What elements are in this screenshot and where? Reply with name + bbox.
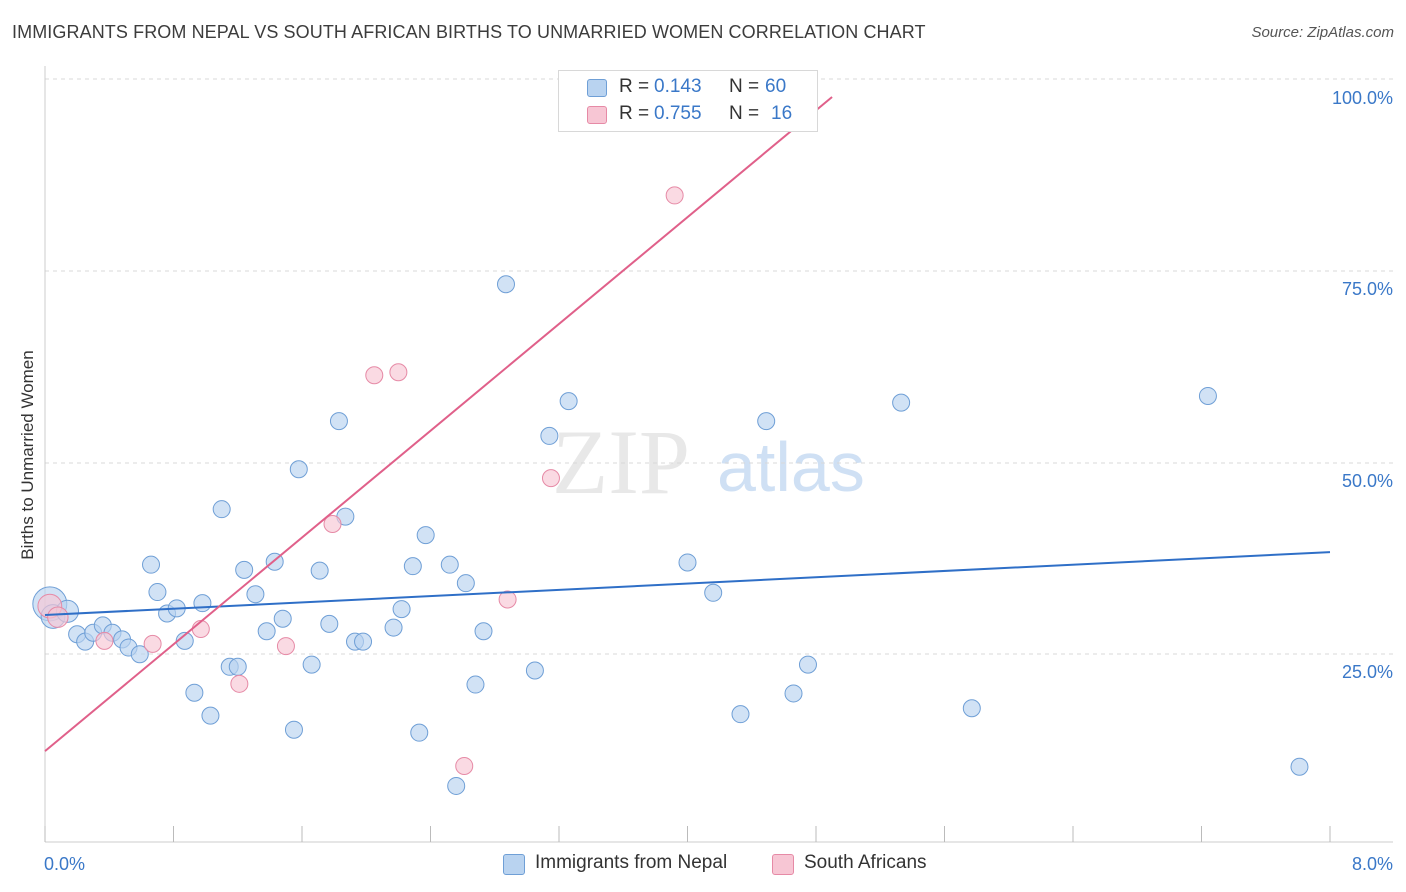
axes — [44, 66, 1393, 843]
point-nepal — [416, 526, 435, 545]
point-south-african — [230, 674, 249, 693]
point-nepal — [273, 609, 292, 628]
trend-line-south-africans — [44, 96, 833, 752]
legend-r-value: 0.143 — [654, 76, 702, 97]
legend-r-value: 0.755 — [654, 103, 702, 124]
legend-label-south-africans: South Africans — [804, 852, 927, 873]
point-south-african — [665, 186, 684, 205]
point-nepal — [892, 393, 911, 412]
point-nepal — [704, 583, 723, 602]
point-nepal — [284, 720, 303, 739]
point-nepal — [559, 392, 578, 411]
point-south-african — [498, 590, 517, 609]
point-nepal — [440, 555, 459, 574]
legend-swatch-pink — [587, 106, 607, 124]
series-nepal — [32, 275, 1309, 795]
point-nepal — [320, 614, 339, 633]
point-nepal — [525, 661, 544, 680]
chart-title: IMMIGRANTS FROM NEPAL VS SOUTH AFRICAN B… — [12, 22, 926, 42]
legend-n-value: 16 — [771, 103, 793, 124]
point-nepal — [257, 622, 276, 641]
point-nepal — [798, 655, 817, 674]
point-nepal — [193, 594, 212, 613]
legend-swatch-blue — [587, 79, 607, 97]
legend-swatch-pink — [772, 854, 794, 875]
point-south-african — [143, 634, 162, 653]
legend-n-value: 60 — [765, 76, 787, 97]
x-tick-label: 0.0% — [44, 854, 85, 874]
point-south-african — [276, 637, 295, 656]
point-nepal — [185, 683, 204, 702]
watermark-zip: ZIP — [552, 411, 690, 513]
point-nepal — [142, 555, 161, 574]
point-nepal — [289, 460, 308, 479]
legend-n-label: N = — [729, 103, 760, 124]
x-tick-label: 8.0% — [1352, 854, 1393, 874]
point-nepal — [302, 655, 321, 674]
watermark-atlas: atlas — [717, 428, 865, 506]
point-nepal — [731, 705, 750, 724]
point-nepal — [201, 706, 220, 725]
point-nepal — [392, 600, 411, 619]
point-south-african — [323, 514, 342, 533]
point-south-african — [47, 606, 69, 628]
point-nepal — [474, 622, 493, 641]
point-nepal — [329, 412, 348, 431]
y-tick-label: 25.0% — [1342, 662, 1393, 682]
point-south-african — [541, 469, 560, 488]
point-south-african — [365, 366, 384, 385]
point-nepal — [310, 561, 329, 580]
point-nepal — [757, 412, 776, 431]
point-nepal — [212, 500, 231, 519]
point-nepal — [447, 776, 466, 795]
y-tick-label: 50.0% — [1342, 471, 1393, 491]
point-south-african — [191, 620, 210, 639]
point-nepal — [354, 632, 373, 651]
point-south-african — [95, 631, 114, 650]
point-nepal — [456, 574, 475, 593]
legend-n-label: N = — [729, 76, 760, 97]
point-south-african — [455, 756, 474, 775]
point-nepal — [235, 560, 254, 579]
y-axis-label: Births to Unmarried Women — [18, 350, 37, 560]
source-label: Source: ZipAtlas.com — [1251, 24, 1394, 41]
legend-r-label: R = — [619, 76, 650, 97]
point-nepal — [403, 557, 422, 576]
legend-swatch-blue — [503, 854, 525, 875]
point-south-african — [389, 363, 408, 382]
y-tick-label: 75.0% — [1342, 279, 1393, 299]
point-nepal — [1198, 386, 1217, 405]
y-tick-label: 100.0% — [1332, 88, 1393, 108]
tick-labels: 25.0% 50.0% 75.0% 100.0% 0.0% 8.0% — [44, 88, 1393, 874]
point-nepal — [496, 275, 515, 294]
stats-legend: R = 0.143 N = 60 R = 0.755 N = 16 — [558, 70, 818, 132]
point-nepal — [130, 645, 149, 664]
point-nepal — [540, 426, 559, 445]
point-nepal — [384, 618, 403, 637]
point-nepal — [246, 585, 265, 604]
point-nepal — [410, 723, 429, 742]
point-nepal — [1290, 757, 1309, 776]
point-nepal — [466, 675, 485, 694]
point-nepal — [228, 657, 247, 676]
watermark: ZIP atlas — [552, 411, 865, 513]
legend-label-nepal: Immigrants from Nepal — [535, 852, 728, 873]
point-nepal — [784, 684, 803, 703]
point-nepal — [962, 699, 981, 718]
point-nepal — [148, 583, 167, 602]
trend-line-nepal — [44, 551, 1331, 616]
trend-lines — [44, 96, 1331, 752]
legend-r-label: R = — [619, 103, 650, 124]
point-nepal — [678, 553, 697, 572]
